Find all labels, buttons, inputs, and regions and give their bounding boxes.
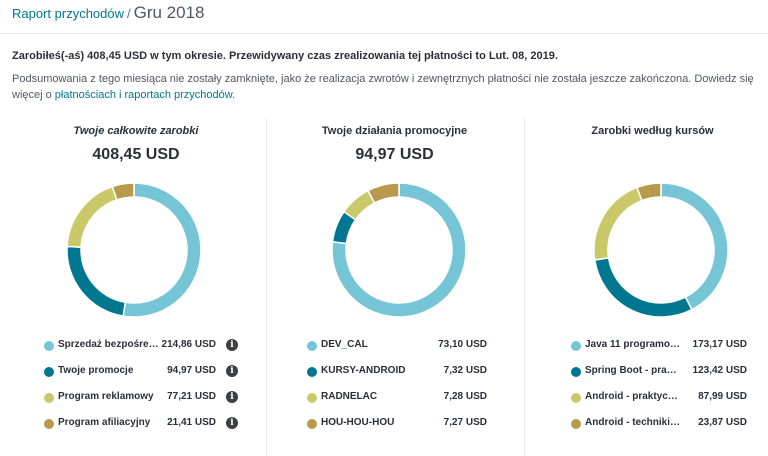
legend-value: 87,99 USD xyxy=(698,391,747,402)
legend-row: Sprzedaż bezpośred... 214,86 USD i xyxy=(44,338,244,354)
donut-slice[interactable] xyxy=(122,182,202,318)
legend-label: Program afiliacyjny xyxy=(58,417,151,428)
legend-value: 7,32 USD xyxy=(443,365,487,376)
legend-value: 173,17 USD xyxy=(692,339,747,350)
legend-row: Android - techniki zaa... 23,87 USD xyxy=(571,416,747,432)
notice-text: Podsumowania z tego miesiąca nie zostały… xyxy=(12,71,764,103)
legend-color-dot xyxy=(44,393,54,403)
legend-row: Android - praktyczny ... 87,99 USD xyxy=(571,390,747,406)
legend-value: 77,21 USD xyxy=(167,391,216,402)
breadcrumb-revenue-report-link[interactable]: Raport przychodów xyxy=(12,6,124,21)
legend-label: DEV_CAL xyxy=(321,339,368,350)
panel-promotions: Twoje działania promocyjne 94,97 USD DEV… xyxy=(266,118,522,456)
page-title: Gru 2018 xyxy=(133,3,205,22)
legend-label: Java 11 programowa... xyxy=(585,339,681,350)
legend-label: Sprzedaż bezpośred... xyxy=(58,339,160,350)
panel-total-amount: 94,97 USD xyxy=(355,146,434,163)
info-icon[interactable]: i xyxy=(226,391,238,403)
panel-title: Zarobki według kursów xyxy=(591,125,714,137)
legend-color-dot xyxy=(571,367,581,377)
legend-row: Twoje promocje 94,97 USD i xyxy=(44,364,244,380)
legend-color-dot xyxy=(307,341,317,351)
info-icon[interactable]: i xyxy=(226,365,238,377)
legend-row: Spring Boot - praktyc... 123,42 USD xyxy=(571,364,747,380)
legend-color-dot xyxy=(44,341,54,351)
info-icon[interactable]: i xyxy=(226,417,238,429)
earnings-summary: Zarobiłeś(-aś) 408,45 USD w tym okresie.… xyxy=(12,50,558,62)
legend-value: 123,42 USD xyxy=(692,365,747,376)
panel-earnings-by-course: Zarobki według kursów Java 11 programowa… xyxy=(524,118,768,456)
donut-chart-promotions xyxy=(331,182,467,318)
legend-value: 23,87 USD xyxy=(698,417,747,428)
legend-label: Program reklamowy xyxy=(58,391,154,402)
legend-color-dot xyxy=(307,393,317,403)
legend-label: RADNELAC xyxy=(321,391,378,402)
legend-label: Spring Boot - praktyc... xyxy=(585,365,681,376)
legend-label: Android - praktyczny ... xyxy=(585,391,681,402)
legend-label: HOU-HOU-HOU xyxy=(321,417,395,428)
legend-row: Program afiliacyjny 21,41 USD i xyxy=(44,416,244,432)
donut-chart-by-course xyxy=(593,182,729,318)
legend-value: 73,10 USD xyxy=(438,339,487,350)
legend-row: Program reklamowy 77,21 USD i xyxy=(44,390,244,406)
donut-slice[interactable] xyxy=(331,182,467,318)
donut-slice[interactable] xyxy=(66,245,127,317)
notice-tail: . xyxy=(232,89,236,101)
panel-title: Twoje całkowite zarobki xyxy=(73,125,199,137)
legend-color-dot xyxy=(571,393,581,403)
donut-slice[interactable] xyxy=(660,182,729,311)
donut-slice[interactable] xyxy=(111,182,135,201)
panel-total-amount: 408,45 USD xyxy=(92,146,180,163)
donut-slice[interactable] xyxy=(635,182,662,202)
legend-label: KURSY-ANDROID xyxy=(321,365,406,376)
legend-row: RADNELAC 7,28 USD xyxy=(307,390,487,406)
panel-total-earnings: Twoje całkowite zarobki 408,45 USD Sprze… xyxy=(8,118,264,456)
legend-value: 7,27 USD xyxy=(443,417,487,428)
breadcrumb-separator: / xyxy=(127,6,131,21)
legend-value: 7,28 USD xyxy=(443,391,487,402)
page-header: Raport przychodów / Gru 2018 xyxy=(0,0,768,34)
payments-reports-link[interactable]: płatnościach i raportach przychodów xyxy=(54,89,233,101)
legend-color-dot xyxy=(307,367,317,377)
legend-color-dot xyxy=(44,367,54,377)
legend-color-dot xyxy=(307,419,317,429)
donut-slice[interactable] xyxy=(593,186,643,261)
panel-title: Twoje działania promocyjne xyxy=(321,125,468,137)
legend-label: Twoje promocje xyxy=(58,365,134,376)
legend-value: 214,86 USD xyxy=(161,339,216,350)
breadcrumb: Raport przychodów / Gru 2018 xyxy=(12,3,205,23)
legend-row: Java 11 programowa... 173,17 USD xyxy=(571,338,747,354)
legend-value: 21,41 USD xyxy=(167,417,216,428)
donut-slice[interactable] xyxy=(593,257,693,318)
legend-value: 94,97 USD xyxy=(167,365,216,376)
legend-label: Android - techniki zaa... xyxy=(585,417,681,428)
legend-row: DEV_CAL 73,10 USD xyxy=(307,338,487,354)
legend-color-dot xyxy=(571,341,581,351)
legend-row: KURSY-ANDROID 7,32 USD xyxy=(307,364,487,380)
legend-color-dot xyxy=(571,419,581,429)
legend-row: HOU-HOU-HOU 7,27 USD xyxy=(307,416,487,432)
legend-color-dot xyxy=(44,419,54,429)
donut-slice[interactable] xyxy=(66,185,118,248)
donut-chart-total-earnings xyxy=(66,182,202,318)
notice-body: Podsumowania z tego miesiąca nie zostały… xyxy=(12,73,754,101)
info-icon[interactable]: i xyxy=(226,339,238,351)
donut-slice[interactable] xyxy=(366,182,400,205)
